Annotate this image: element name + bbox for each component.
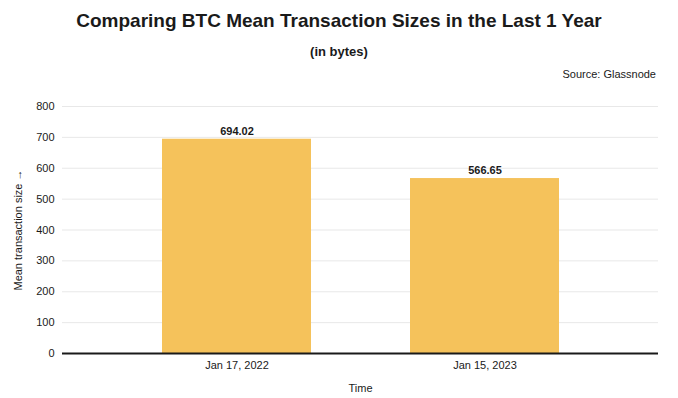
svg-text:Jan 15, 2023: Jan 15, 2023 <box>453 359 517 371</box>
svg-text:300: 300 <box>36 254 54 266</box>
html-text:Source: Glassnode: Source: Glassnode <box>562 68 656 80</box>
svg-text:200: 200 <box>36 285 54 297</box>
svg-text:Time: Time <box>348 382 372 394</box>
svg-text:694.02: 694.02 <box>220 125 254 137</box>
html-text:Comparing BTC Mean Transaction: Comparing BTC Mean Transaction Sizes in … <box>76 10 602 31</box>
svg-text:700: 700 <box>36 131 54 143</box>
svg-text:0: 0 <box>48 347 54 359</box>
svg-text:Jan 17, 2022: Jan 17, 2022 <box>205 359 269 371</box>
svg-text:400: 400 <box>36 224 54 236</box>
svg-text:800: 800 <box>36 100 54 112</box>
svg-text:566.65: 566.65 <box>468 164 502 176</box>
svg-text:500: 500 <box>36 193 54 205</box>
svg-text:600: 600 <box>36 162 54 174</box>
svg-text:Mean transaction size →: Mean transaction size → <box>12 169 24 290</box>
svg-text:100: 100 <box>36 316 54 328</box>
html-text:(in bytes): (in bytes) <box>310 44 368 59</box>
